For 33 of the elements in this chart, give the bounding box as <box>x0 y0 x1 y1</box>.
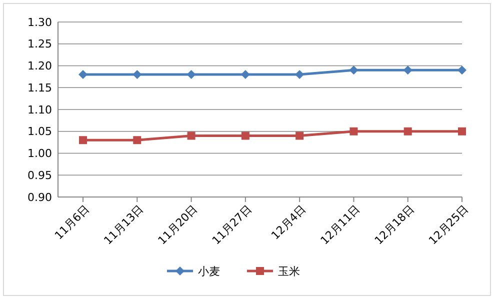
y-tick-label: 1.00 <box>28 147 52 160</box>
y-tick-label: 0.95 <box>28 168 52 182</box>
y-tick-label: 0.90 <box>28 190 52 204</box>
point <box>349 66 358 75</box>
y-tick-label: 1.15 <box>28 81 52 94</box>
y-tick-label: 1.10 <box>28 103 52 116</box>
point <box>458 66 466 75</box>
x-tick-label: 11月6日 <box>52 202 92 242</box>
y-tick-label: 1.20 <box>28 60 52 73</box>
point <box>404 127 412 136</box>
point <box>296 132 304 140</box>
y-tick-label: 1.30 <box>28 16 52 29</box>
point <box>350 127 358 136</box>
x-tick-label: 11月13日 <box>101 202 146 248</box>
x-tick-label: 12月11日 <box>318 202 363 248</box>
y-tick-label: 1.25 <box>28 38 52 51</box>
point <box>295 70 304 79</box>
x-tick-label: 12月4日 <box>268 202 308 242</box>
point <box>403 66 412 75</box>
x-tick-label: 12月25日 <box>426 202 471 248</box>
point <box>79 136 87 144</box>
y-tick-label: 1.05 <box>28 125 52 138</box>
x-tick-label: 12月18日 <box>372 202 417 248</box>
legend-label: 小麦 <box>198 264 220 278</box>
point <box>78 70 88 79</box>
legend-label: 玉米 <box>278 264 300 278</box>
point <box>133 136 142 144</box>
point <box>458 127 466 136</box>
point <box>241 132 250 140</box>
x-tick-label: 11月20日 <box>156 202 200 248</box>
point <box>187 132 196 140</box>
point <box>186 70 196 79</box>
x-tick-label: 11月27日 <box>210 202 254 248</box>
